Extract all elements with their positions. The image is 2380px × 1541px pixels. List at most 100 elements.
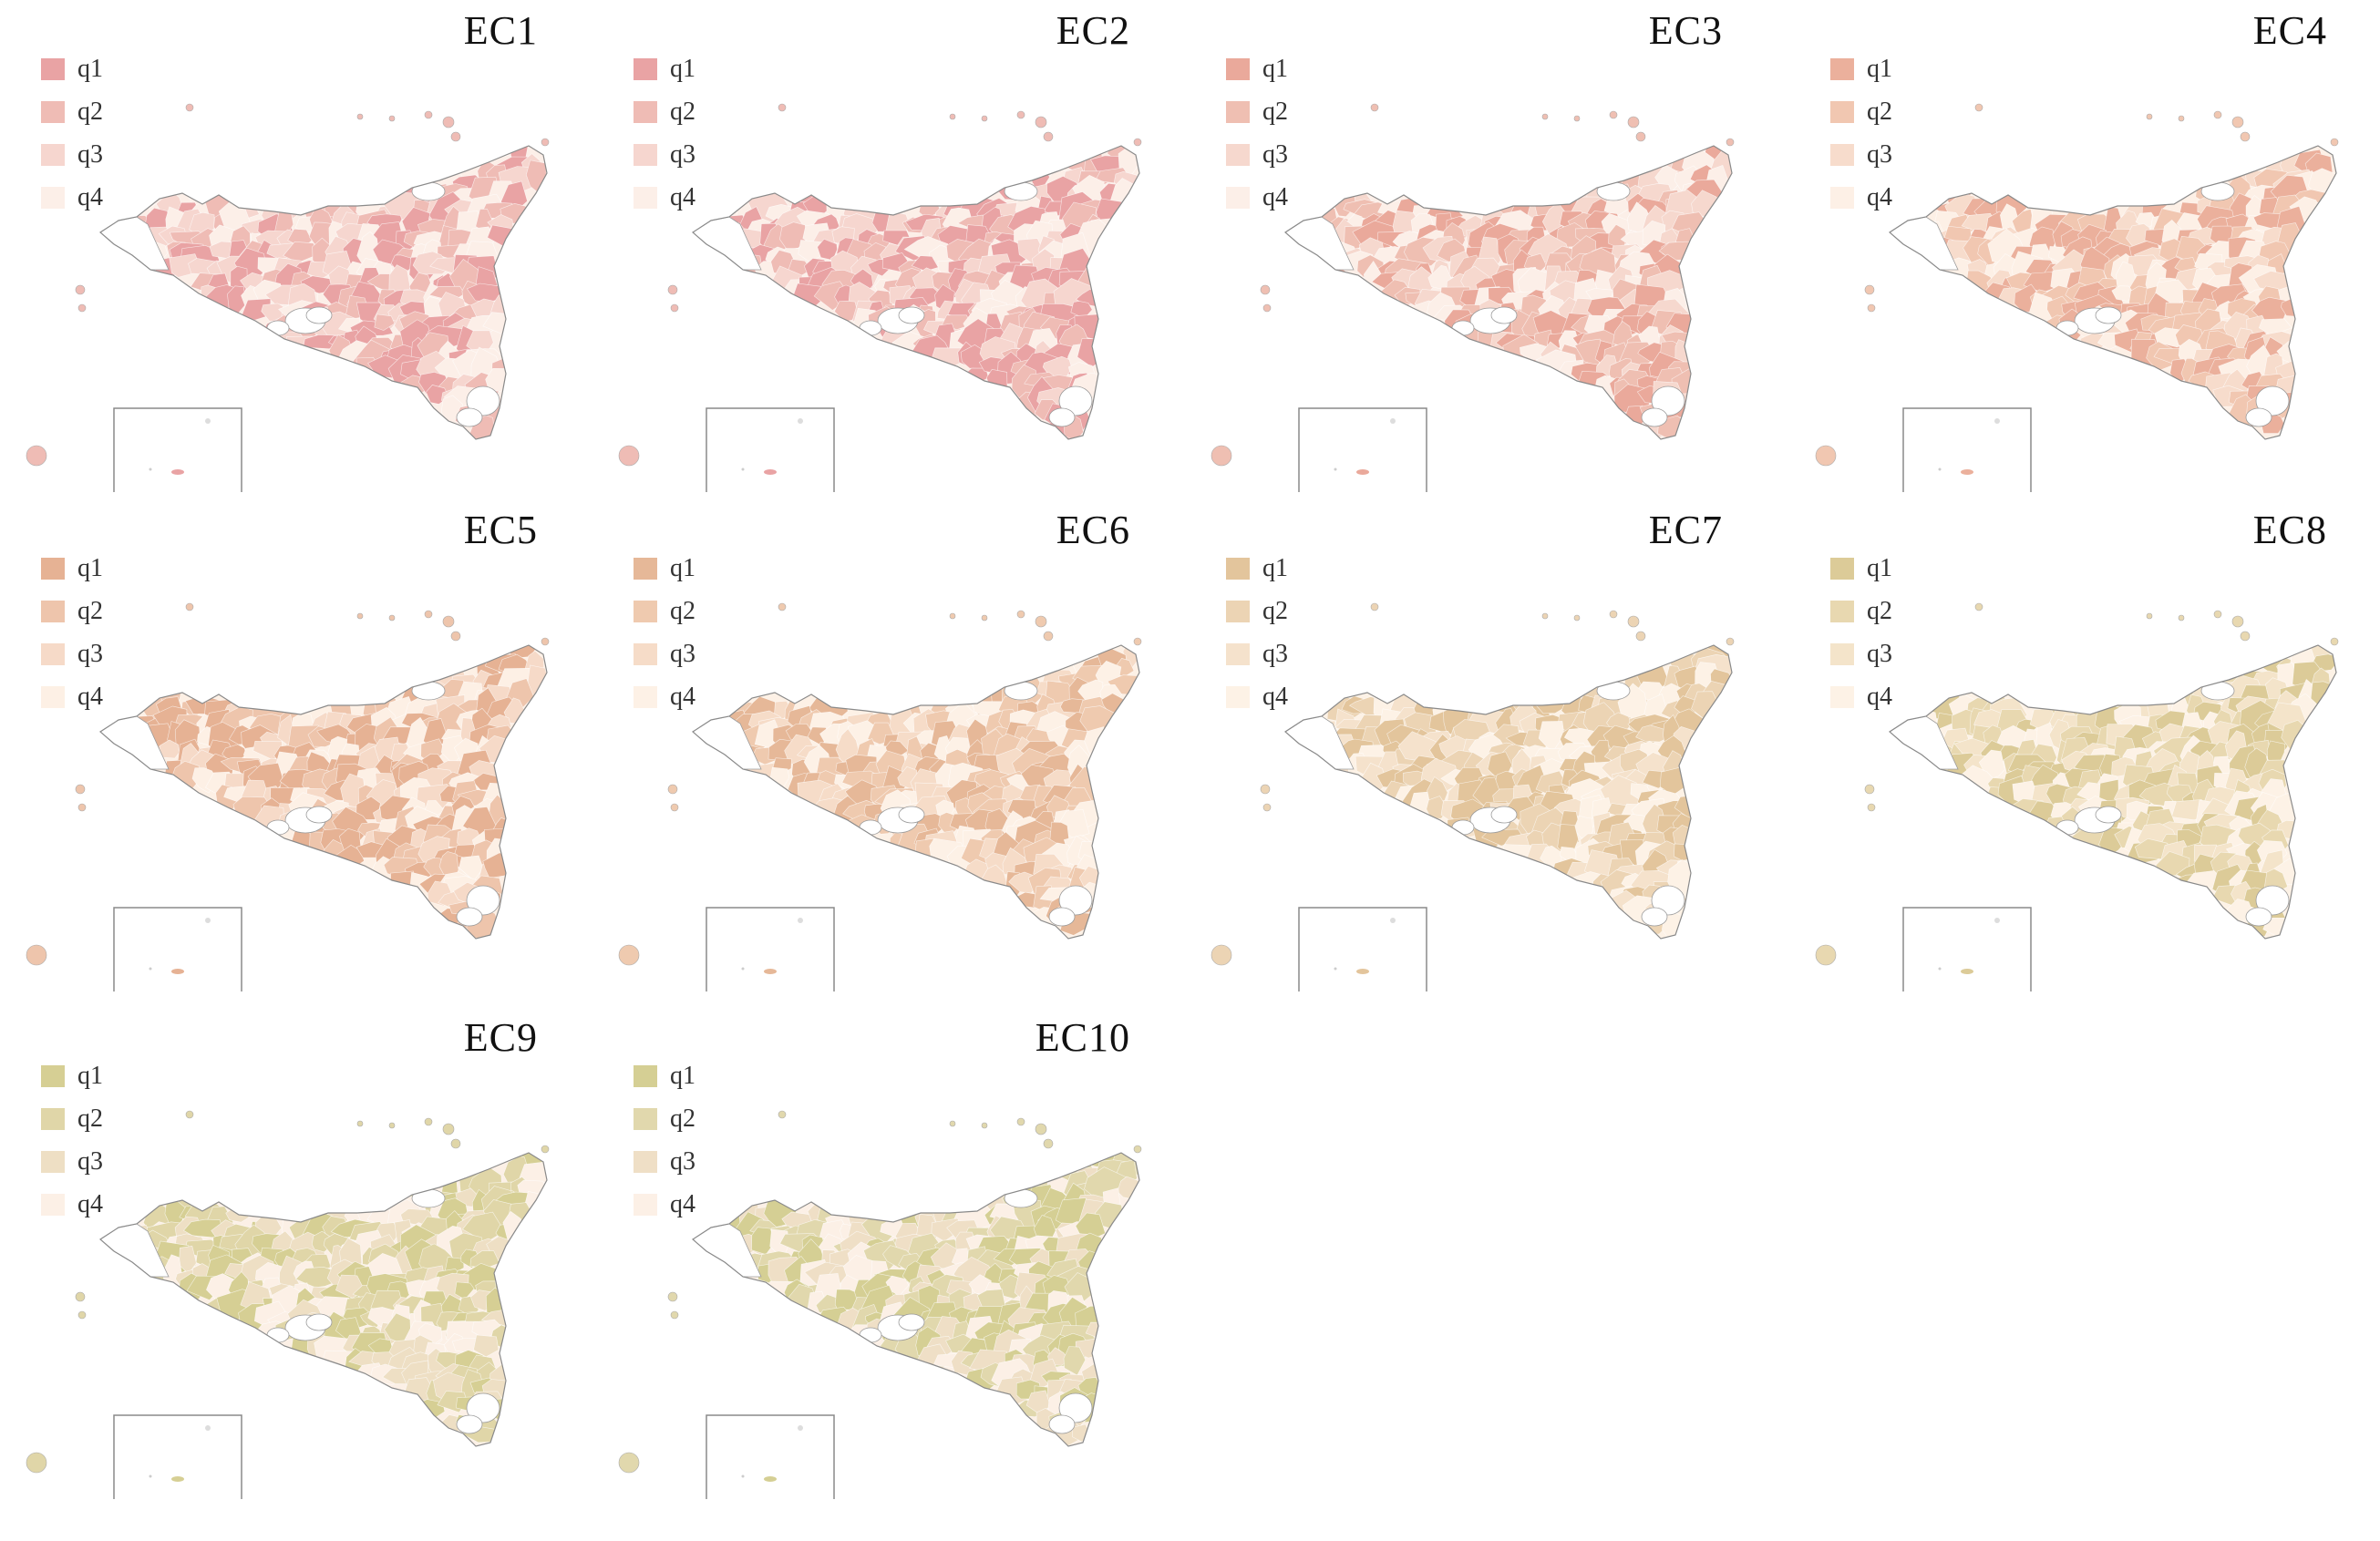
legend-label: q2	[1262, 596, 1288, 625]
choropleth-map	[618, 1110, 1142, 1499]
legend-swatch	[634, 1193, 657, 1216]
map-legend: q1 q2 q3 q4	[41, 1054, 103, 1226]
legend-item: q3	[634, 133, 695, 176]
legend-item: q1	[634, 547, 695, 590]
legend-label: q3	[1867, 639, 1892, 668]
legend-item: q1	[1226, 547, 1288, 590]
panel-title: EC9	[463, 1015, 538, 1060]
legend-swatch	[1226, 57, 1250, 80]
legend-swatch	[41, 57, 65, 80]
legend-item: q3	[1226, 632, 1288, 675]
choropleth-map	[26, 103, 550, 492]
legend-swatch	[41, 600, 65, 622]
legend-label: q2	[77, 1104, 103, 1133]
panel-title: EC3	[1648, 8, 1723, 53]
panel-title: EC7	[1648, 508, 1723, 552]
legend-swatch	[41, 1107, 65, 1130]
legend-swatch	[634, 557, 657, 580]
legend-item: q3	[41, 133, 103, 176]
legend-item: q1	[41, 47, 103, 90]
legend-item: q2	[634, 90, 695, 133]
legend-label: q2	[77, 97, 103, 126]
legend-swatch	[634, 685, 657, 708]
panel-title: EC6	[1056, 508, 1130, 552]
map-panel-ec9: EC9 q1 q2 q3 q4	[0, 1007, 583, 1499]
legend-label: q2	[670, 596, 695, 625]
choropleth-map	[26, 1110, 550, 1499]
legend-label: q4	[670, 1189, 695, 1218]
legend-item: q2	[1226, 90, 1288, 133]
panel-title: EC8	[2252, 508, 2327, 552]
legend-label: q4	[77, 1189, 103, 1218]
legend-item: q4	[1226, 176, 1288, 219]
map-legend: q1 q2 q3 q4	[41, 47, 103, 219]
legend-label: q1	[77, 54, 103, 83]
legend-item: q1	[41, 547, 103, 590]
legend-label: q3	[670, 639, 695, 668]
legend-item: q3	[634, 1140, 695, 1183]
legend-label: q4	[1867, 682, 1892, 711]
legend-swatch	[1226, 642, 1250, 665]
panel-title: EC5	[463, 508, 538, 552]
legend-label: q3	[77, 639, 103, 668]
legend-label: q1	[670, 54, 695, 83]
legend-item: q3	[1830, 133, 1892, 176]
map-panel-ec2: EC2 q1 q2 q3 q4	[592, 0, 1176, 492]
legend-item: q4	[1226, 675, 1288, 718]
legend-swatch	[41, 100, 65, 123]
legend-item: q1	[1226, 47, 1288, 90]
legend-item: q2	[634, 1097, 695, 1140]
map-legend: q1 q2 q3 q4	[634, 47, 695, 219]
legend-item: q3	[634, 632, 695, 675]
legend-swatch	[634, 186, 657, 209]
map-legend: q1 q2 q3 q4	[634, 547, 695, 718]
choropleth-map	[1211, 103, 1735, 492]
legend-item: q4	[634, 1183, 695, 1226]
legend-item: q2	[41, 1097, 103, 1140]
map-legend: q1 q2 q3 q4	[41, 547, 103, 718]
legend-item: q2	[634, 590, 695, 632]
legend-swatch	[1226, 143, 1250, 166]
legend-label: q3	[1262, 639, 1288, 668]
legend-item: q3	[41, 1140, 103, 1183]
legend-label: q2	[1262, 97, 1288, 126]
legend-label: q2	[1867, 97, 1892, 126]
map-legend: q1 q2 q3 q4	[1226, 47, 1288, 219]
legend-item: q4	[41, 1183, 103, 1226]
legend-label: q1	[1867, 553, 1892, 582]
legend-label: q2	[77, 596, 103, 625]
legend-swatch	[41, 143, 65, 166]
legend-item: q4	[1830, 176, 1892, 219]
legend-label: q4	[1262, 682, 1288, 711]
legend-label: q2	[670, 1104, 695, 1133]
legend-swatch	[634, 100, 657, 123]
panel-title: EC4	[2252, 8, 2327, 53]
legend-swatch	[41, 1193, 65, 1216]
legend-item: q3	[41, 632, 103, 675]
legend-item: q3	[1830, 632, 1892, 675]
map-panel-ec10: EC10 q1 q2 q3 q4	[592, 1007, 1176, 1499]
legend-swatch	[634, 1150, 657, 1173]
legend-swatch	[1830, 600, 1854, 622]
legend-item: q2	[1830, 590, 1892, 632]
panel-title: EC10	[1035, 1015, 1130, 1060]
legend-swatch	[634, 1064, 657, 1087]
legend-swatch	[41, 557, 65, 580]
legend-item: q1	[41, 1054, 103, 1097]
map-legend: q1 q2 q3 q4	[634, 1054, 695, 1226]
legend-item: q4	[634, 675, 695, 718]
legend-swatch	[634, 600, 657, 622]
legend-swatch	[1830, 57, 1854, 80]
legend-label: q4	[77, 682, 103, 711]
legend-item: q4	[634, 176, 695, 219]
legend-swatch	[1226, 600, 1250, 622]
legend-label: q4	[1867, 182, 1892, 211]
legend-label: q3	[77, 139, 103, 169]
map-legend: q1 q2 q3 q4	[1226, 547, 1288, 718]
legend-label: q2	[670, 97, 695, 126]
legend-label: q1	[1262, 553, 1288, 582]
legend-swatch	[41, 1150, 65, 1173]
legend-label: q4	[77, 182, 103, 211]
choropleth-map	[618, 602, 1142, 991]
